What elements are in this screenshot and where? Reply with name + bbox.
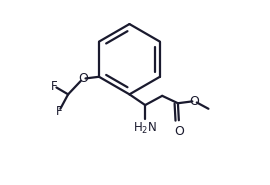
- Text: H$_2$N: H$_2$N: [133, 121, 157, 137]
- Text: O: O: [78, 72, 88, 85]
- Text: O: O: [174, 125, 184, 138]
- Text: O: O: [190, 95, 200, 108]
- Text: F: F: [51, 80, 58, 92]
- Text: F: F: [56, 105, 62, 117]
